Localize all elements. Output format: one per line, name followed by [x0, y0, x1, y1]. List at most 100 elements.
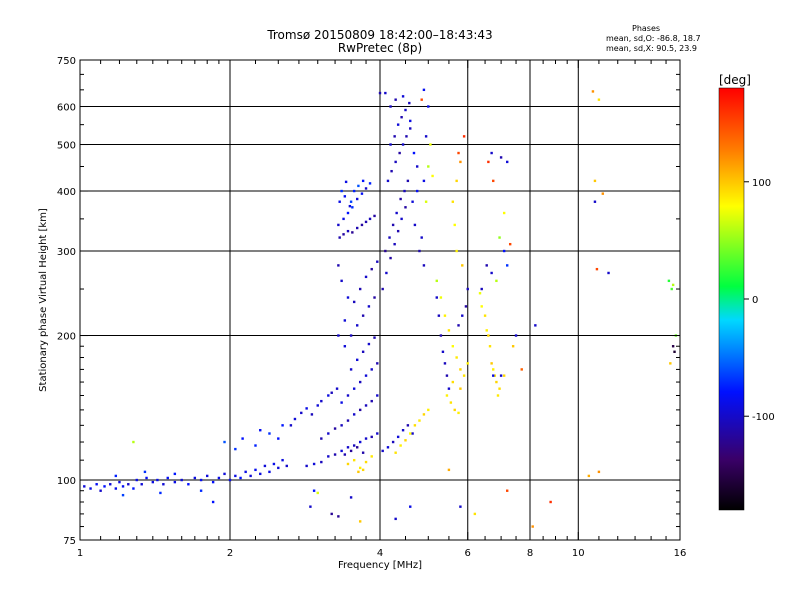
data-point: [346, 229, 350, 233]
data-point: [309, 505, 312, 508]
data-point: [399, 444, 402, 447]
data-point: [389, 143, 392, 146]
colorbar-tick-label: 100: [752, 178, 771, 189]
data-point: [384, 249, 387, 253]
data-point: [381, 449, 384, 453]
data-point: [473, 512, 477, 516]
data-point: [401, 429, 405, 432]
data-point: [346, 462, 350, 466]
data-point: [455, 249, 458, 253]
data-point: [396, 123, 400, 126]
y-tick-label: 750: [57, 56, 76, 67]
data-point: [388, 236, 391, 239]
data-point: [485, 264, 488, 267]
data-point: [254, 444, 257, 447]
data-point: [121, 493, 125, 497]
data-point: [223, 472, 226, 476]
data-point: [370, 435, 373, 439]
data-point: [386, 179, 390, 183]
data-point: [346, 211, 350, 215]
data-point: [358, 408, 362, 412]
data-point: [427, 165, 430, 168]
data-point: [343, 319, 347, 322]
data-point: [370, 399, 373, 403]
data-point: [361, 314, 365, 317]
data-point: [244, 470, 247, 474]
data-point: [364, 404, 368, 407]
data-point: [464, 305, 468, 308]
data-point: [441, 350, 445, 353]
data-point: [422, 88, 426, 92]
data-point: [673, 350, 676, 353]
data-point: [355, 226, 359, 230]
data-point: [385, 271, 388, 275]
y-tick-label: 100: [57, 476, 76, 487]
data-point: [151, 480, 155, 484]
data-point: [445, 374, 449, 377]
stats-ordinary: mean, sd,O: -86.8, 18.7: [606, 34, 701, 43]
x-tick-label: 8: [527, 548, 533, 559]
y-tick-label: 75: [63, 536, 76, 547]
data-point: [376, 260, 379, 263]
data-point: [358, 520, 362, 523]
data-point: [393, 135, 396, 138]
data-point: [351, 231, 354, 234]
data-point: [361, 451, 365, 454]
data-point: [493, 374, 497, 377]
data-point: [357, 470, 360, 474]
data-point: [342, 217, 345, 221]
data-point: [389, 256, 392, 260]
data-point: [404, 439, 407, 442]
data-point: [333, 453, 337, 456]
data-point: [396, 435, 400, 439]
data-point: [259, 472, 262, 476]
data-point: [669, 362, 672, 365]
data-point: [320, 437, 323, 440]
data-point: [424, 200, 428, 203]
chart-title-line2: RwPretec (8p): [337, 41, 423, 55]
x-axis-label: Frequency [MHz]: [338, 560, 422, 571]
data-point: [505, 489, 509, 492]
data-point: [259, 429, 262, 432]
data-point: [670, 287, 673, 291]
data-point: [502, 249, 506, 253]
data-point: [337, 334, 340, 337]
colorbar: [718, 87, 745, 511]
data-point: [390, 169, 393, 173]
data-point: [424, 135, 428, 138]
data-point: [310, 413, 314, 416]
data-point: [268, 432, 271, 435]
colorbar-ticks: 100 0 -100: [744, 178, 775, 423]
data-point: [234, 474, 237, 478]
data-point: [404, 108, 407, 112]
data-point: [368, 182, 372, 185]
data-point: [520, 368, 523, 371]
data-point: [114, 487, 118, 490]
data-point: [508, 242, 512, 246]
data-point: [413, 424, 417, 427]
data-point: [459, 160, 462, 164]
data-point: [411, 200, 414, 203]
data-point: [384, 91, 387, 95]
data-point: [370, 267, 373, 271]
data-point: [394, 517, 397, 521]
data-point: [352, 458, 356, 462]
data-point: [597, 98, 601, 101]
data-point: [368, 217, 372, 221]
data-point: [263, 464, 267, 468]
data-point: [109, 483, 112, 486]
data-point: [437, 314, 441, 317]
data-point: [455, 356, 458, 359]
data-point: [398, 151, 401, 155]
data-point: [364, 374, 368, 377]
data-point: [514, 334, 518, 337]
data-point: [121, 485, 125, 488]
data-point: [499, 374, 503, 377]
data-point: [373, 336, 376, 339]
data-point: [370, 455, 373, 458]
data-point: [205, 474, 209, 478]
data-point: [412, 151, 416, 155]
data-point: [487, 160, 490, 164]
data-point: [156, 478, 159, 482]
data-point: [132, 487, 135, 490]
